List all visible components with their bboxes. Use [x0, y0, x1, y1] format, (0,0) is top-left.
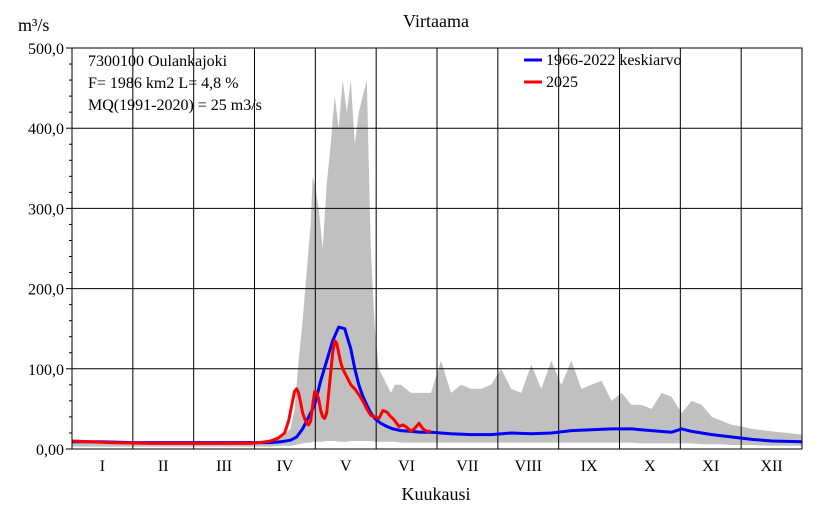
info-box: 7300100 Oulankajoki F= 1986 km2 L= 4,8 %… — [88, 53, 262, 114]
y-axis-label: m³/s — [18, 15, 49, 35]
month-tick-label: III — [216, 458, 232, 475]
month-tick-label: XII — [760, 458, 782, 475]
month-tick-label: XI — [702, 458, 719, 475]
month-tick-label: V — [340, 458, 352, 475]
chart-title: Virtaama — [403, 11, 469, 31]
info-line: 7300100 Oulankajoki — [88, 53, 228, 70]
month-tick-label: IX — [581, 458, 598, 475]
month-tick-label: VII — [456, 458, 478, 475]
plot-frame — [71, 47, 803, 450]
legend-label: 1966-2022 keskiarvo — [546, 52, 682, 69]
x-axis-label: Kuukausi — [402, 484, 471, 504]
y-tick-label: 0,00 — [36, 442, 64, 459]
month-tick-label: I — [100, 458, 105, 475]
y-tick-label: 300,0 — [28, 201, 64, 218]
info-line: MQ(1991-2020) = 25 m3/s — [88, 97, 262, 114]
month-tick-label: II — [158, 458, 169, 475]
grid — [72, 48, 802, 449]
legend-label: 2025 — [546, 74, 578, 91]
month-tick-label: VI — [398, 458, 415, 475]
y-tick-label: 400,0 — [28, 121, 64, 138]
month-tick-label: VIII — [514, 458, 542, 475]
info-line: F= 1986 km2 L= 4,8 % — [88, 75, 239, 92]
month-labels: I II III IV V VI VII VIII IX X XI XII — [100, 458, 783, 475]
series-line-mean — [72, 325, 803, 445]
y-tick-label: 200,0 — [28, 282, 64, 299]
series-line-2025 — [71, 339, 431, 445]
month-tick-label: IV — [276, 458, 293, 475]
y-tick-label: 500,0 — [28, 41, 64, 58]
y-ticks: 0,00 100,0 200,0 300,0 400,0 500,0 — [28, 41, 72, 459]
month-tick-label: X — [644, 458, 656, 475]
legend: 1966-2022 keskiarvo 2025 — [524, 52, 682, 91]
series-group — [71, 325, 803, 445]
y-tick-label: 100,0 — [28, 362, 64, 379]
